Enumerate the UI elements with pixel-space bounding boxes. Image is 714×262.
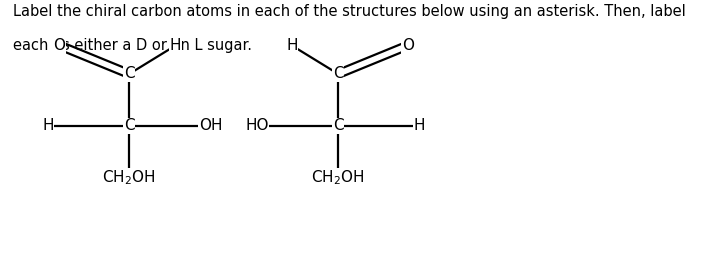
Text: H: H <box>414 118 426 133</box>
Text: C: C <box>124 67 134 81</box>
Text: H: H <box>42 118 54 133</box>
Text: O: O <box>402 38 414 53</box>
Text: C: C <box>333 67 343 81</box>
Text: CH$_2$OH: CH$_2$OH <box>311 168 365 187</box>
Text: Label the chiral carbon atoms in each of the structures below using an asterisk.: Label the chiral carbon atoms in each of… <box>13 4 685 19</box>
Text: H: H <box>286 38 298 53</box>
Text: H: H <box>170 38 181 53</box>
Text: HO: HO <box>245 118 268 133</box>
Text: C: C <box>124 118 134 133</box>
Text: OH: OH <box>198 118 222 133</box>
Text: O: O <box>54 38 66 53</box>
Text: C: C <box>333 118 343 133</box>
Text: CH$_2$OH: CH$_2$OH <box>102 168 156 187</box>
Text: each as either a D or an L sugar.: each as either a D or an L sugar. <box>13 38 252 53</box>
